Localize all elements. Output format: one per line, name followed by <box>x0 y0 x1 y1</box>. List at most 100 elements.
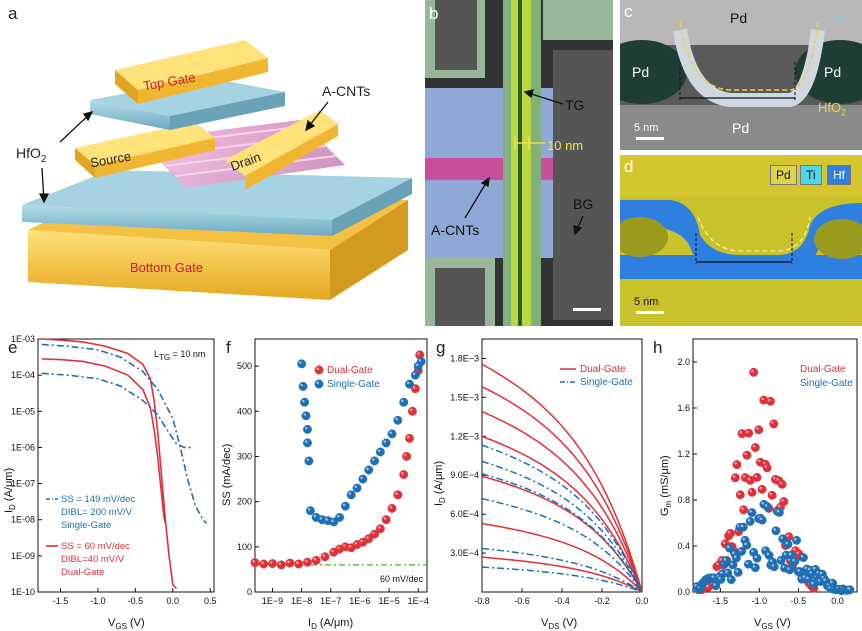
chart-h-point-single-hl <box>754 555 758 559</box>
chart-f-ytick-label: 100 <box>237 542 252 552</box>
chart-h-point-dual <box>779 497 789 507</box>
chart-g-dual-curve-4 <box>481 475 643 593</box>
chart-h-xtick-label: -0.5 <box>791 596 807 606</box>
chart-h-point-single-hl <box>783 552 787 556</box>
chart-f-xtick-label: 1E−9 <box>262 596 283 606</box>
chart-h-point-single-hl <box>809 570 813 574</box>
chart-f-point-s1-hl <box>325 518 328 521</box>
chart-g-dual-curve-6 <box>481 556 643 593</box>
chart-g-ytick-label: 3.0E−4 <box>450 548 479 558</box>
chart-h-point-single-hl <box>723 557 727 561</box>
chart-h-point-dual-hl <box>781 498 784 502</box>
chart-h-point-dual-hl <box>762 461 766 465</box>
c-pd-left: Pd <box>632 64 650 80</box>
chart-f-point-s1-hl <box>331 519 334 522</box>
chart-h-ytick-label: 1.2 <box>677 449 690 459</box>
chart-h-point-single-hl <box>802 575 806 578</box>
chart-f-xtick-label: 1E−6 <box>349 596 370 606</box>
chart-f-point-s1-hl <box>319 517 323 520</box>
chart-h-point-single-hl <box>742 537 746 541</box>
chart-f-point-s1-hl <box>306 458 309 461</box>
panel-d-eds-map <box>620 155 862 326</box>
chart-h: 0.0 0.4 0.8 1.2 1.6 2.0 -1.5 -1.0 -0.5 0.0 Dual-Ga… <box>659 338 858 631</box>
panel-a: a Top Gate Source Drain Bottom Gate A-CN… <box>0 0 418 326</box>
chart-h-point-dual-hl <box>771 421 774 424</box>
chart-g-legend-dual: Dual-Gate <box>580 364 626 375</box>
chart-f-point-s1 <box>304 456 314 466</box>
chart-f-xtick-label: 1E−7 <box>320 596 341 606</box>
chart-f-point-s1 <box>298 381 308 391</box>
label-acnts: A-CNTs <box>322 83 371 99</box>
chart-h-point-dual <box>732 460 742 470</box>
chart-f-ref-label: 60 mV/dec <box>380 574 424 584</box>
chart-h-point-single-hl <box>793 537 797 541</box>
chart-h-point-dual-hl <box>764 465 768 468</box>
chart-e-xtick-label: 0.0 <box>167 596 180 606</box>
label-tg: TG <box>565 97 585 113</box>
c-hfo2-sub: 2 <box>841 107 847 118</box>
chart-f-point-s0 <box>276 560 286 570</box>
chart-f-legend-single-dot <box>314 379 324 389</box>
chart-h-frame <box>692 338 858 593</box>
chart-f-point-s0 <box>268 559 277 568</box>
chart-g-xtick-label: -0.2 <box>594 596 610 606</box>
chart-g-ytick-label: 6.0E−4 <box>450 509 479 519</box>
chart-f-point-s0-hl <box>296 561 299 564</box>
chart-e-ytick-label: 1E-06 <box>11 442 35 452</box>
chart-h-ytick-label: 0.8 <box>677 495 690 505</box>
chart-f-ylabel: SS (mA/dec) <box>221 444 233 506</box>
chart-h-point-dual-hl <box>746 430 749 434</box>
chart-f: 0 100 200 300 400 500 1E−9 1E−8 1E−7 1E−6 1E−5 1E−4… <box>221 338 429 631</box>
chart-h-point-single-hl <box>766 552 770 556</box>
chart-h-point-dual <box>742 450 752 460</box>
chart-h-point-dual <box>765 396 775 406</box>
chart-f-point-s1-hl <box>301 399 305 403</box>
chart-h-point-dual-hl <box>757 459 761 463</box>
chart-h-point-single-hl <box>732 551 735 554</box>
chart-f-point-s0-hl <box>409 408 413 412</box>
chart-g-xtick-label: -0.6 <box>514 596 530 606</box>
chart-e-series-1 <box>41 358 167 524</box>
chart-h-point-single-hl <box>800 554 804 558</box>
chart-f-point-s1-hl <box>299 361 302 364</box>
chart-f-point-s1 <box>303 438 312 448</box>
chart-f-point-s0-hl <box>417 352 420 355</box>
chart-f-point-s0-hl <box>360 539 363 543</box>
chart-h-point-single-hl <box>807 567 811 571</box>
panel-b-sem-image <box>425 0 613 326</box>
chart-f-point-s0-hl <box>342 544 346 547</box>
chart-h-point-single-hl <box>749 510 752 513</box>
chart-h-point-single-hl <box>785 541 788 545</box>
chart-f-point-s1 <box>358 474 368 484</box>
chart-h-point-dual-hl <box>744 452 747 456</box>
chart-f-point-s1-hl <box>354 485 358 489</box>
chart-f-ytick-label: 0 <box>247 587 252 597</box>
charts-row: 1E-10 1E-09 1E-08 1E-07 1E-06 1E-05 1E-04 1E-03… <box>3 334 858 631</box>
chart-g-ylabel: ID (A/μm) <box>433 461 447 506</box>
chart-h-point-dual <box>762 463 772 473</box>
chart-h-point-dual <box>754 425 764 435</box>
chart-f-point-s0-hl <box>371 531 375 535</box>
chart-h-point-single <box>845 585 855 595</box>
chart-h-point-dual-hl <box>761 397 764 401</box>
chart-h-point-single-hl <box>788 552 792 556</box>
chart-h-point-dual <box>725 528 735 538</box>
chart-f-point-s0-hl <box>313 557 317 561</box>
chart-h-point-single-hl <box>812 566 816 570</box>
chart-f-point-s0 <box>407 406 417 416</box>
hfo2-bottom-side <box>332 178 412 236</box>
chart-g-xtick-label: -0.8 <box>474 596 490 606</box>
chart-h-point-single-hl <box>751 549 754 553</box>
chart-f-point-s0 <box>259 559 269 569</box>
chart-f-point-s1-hl <box>304 440 308 443</box>
chart-f-legend-single: Single-Gate <box>327 379 380 390</box>
c-scale-label: 5 nm <box>634 122 659 134</box>
panel-label-f: f <box>226 338 231 357</box>
chart-h-point-single-hl <box>740 524 744 528</box>
chart-h-xlabel: VGS (V) <box>754 617 791 631</box>
chart-f-legend-dual-dot-hl <box>316 367 320 370</box>
chart-f-point-s0-hl <box>336 546 340 550</box>
chart-f-point-s1 <box>335 513 344 522</box>
chart-h-point-dual <box>769 419 779 429</box>
chart-h-point-single <box>745 516 755 526</box>
